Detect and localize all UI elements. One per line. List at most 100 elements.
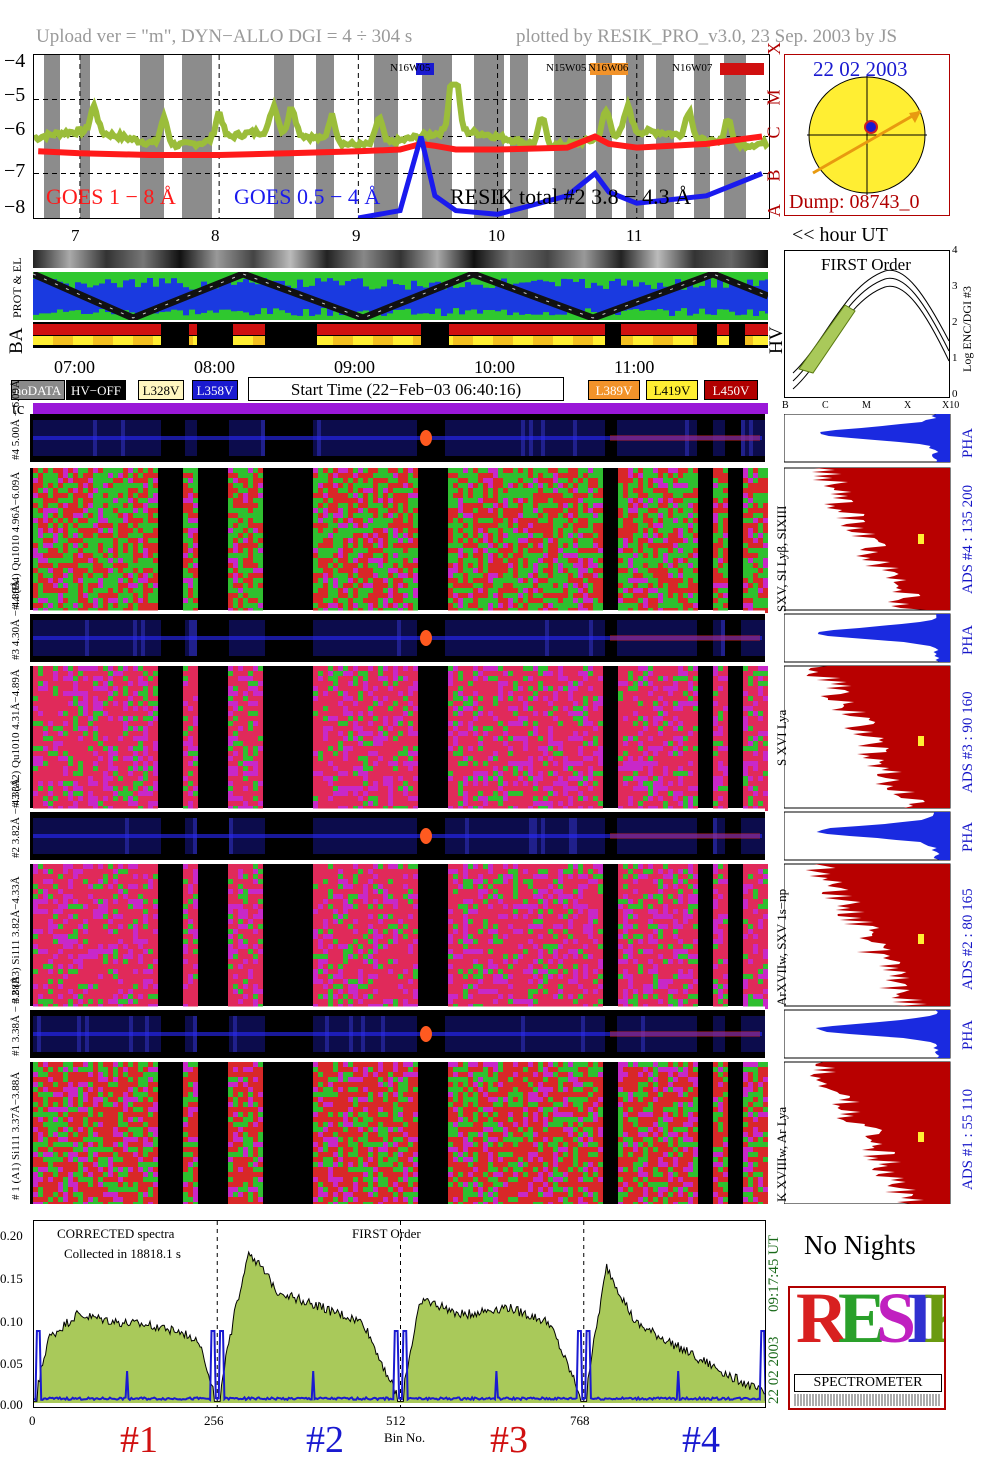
spec-cell: [143, 791, 148, 796]
spec-cell: [233, 558, 238, 563]
spec-cell: [448, 553, 453, 558]
spec-cell: [108, 583, 113, 588]
spec-cell: [63, 756, 68, 761]
spec-cell: [58, 746, 63, 751]
goes-ytick: −7: [4, 160, 26, 182]
prot-cell: [585, 272, 591, 289]
spec-cell: [88, 726, 93, 731]
spec-cell: [668, 503, 673, 508]
spec-cell: [508, 583, 513, 588]
spec-cell: [128, 548, 133, 553]
spec-cell: [93, 548, 98, 553]
spec-cell: [103, 478, 108, 483]
spec-cell: [143, 523, 148, 528]
spec-cell: [93, 696, 98, 701]
spec-cell: [43, 493, 48, 498]
spec-cell: [53, 761, 58, 766]
spec-cell: [528, 498, 533, 503]
spec-cell: [403, 503, 408, 508]
spec-cell: [673, 518, 678, 523]
spec-cell: [128, 681, 133, 686]
spec-cell: [83, 766, 88, 771]
spec-cell: [488, 553, 493, 558]
spec-cell: [123, 563, 128, 568]
spec-cell: [408, 548, 413, 553]
spec-cell: [638, 468, 643, 473]
spec-cell: [563, 498, 568, 503]
spec-cell: [453, 478, 458, 483]
spec-cell: [328, 538, 333, 543]
prot-cell: [405, 272, 411, 290]
spec-cell: [83, 493, 88, 498]
spec-cell: [153, 583, 158, 588]
spec-cell: [58, 681, 63, 686]
spec-cell: [63, 711, 68, 716]
spec-cell: [188, 696, 193, 701]
spec-cell: [63, 563, 68, 568]
spec-cell: [33, 771, 38, 776]
spec-cell: [138, 578, 143, 583]
spec-cell: [118, 468, 123, 473]
spec-cell: [333, 508, 338, 513]
spec-cell: [138, 568, 143, 573]
prot-cell: [171, 309, 177, 320]
spec-cell: [413, 568, 418, 573]
ba-cell: [349, 324, 353, 335]
spec-cell: [243, 498, 248, 503]
spec-cell: [448, 568, 453, 573]
spec-cell: [583, 468, 588, 473]
spec-cell: [543, 473, 548, 478]
spec-cell: [593, 493, 598, 498]
spec-cell: [113, 711, 118, 716]
spec-cell: [368, 483, 373, 488]
spec-cell: [583, 583, 588, 588]
spec-cell: [343, 508, 348, 513]
spec-cell: [118, 583, 123, 588]
prot-cell: [471, 272, 477, 285]
spec-cell: [143, 686, 148, 691]
spec-cell: [138, 558, 143, 563]
spec-cell: [468, 528, 473, 533]
spec-cell: [228, 558, 233, 563]
spec-cell: [133, 488, 138, 493]
spec-cell: [648, 483, 653, 488]
spec-cell: [688, 588, 693, 593]
spec-cell: [448, 503, 453, 508]
spec-cell: [713, 598, 718, 603]
prot-cell: [645, 309, 651, 320]
hv-cell: [193, 336, 197, 345]
spec-cell: [388, 528, 393, 533]
spec-cell: [63, 558, 68, 563]
spec-cell: [138, 598, 143, 603]
spec-cell: [43, 578, 48, 583]
spec-cell: [83, 781, 88, 786]
spec-cell: [598, 553, 603, 558]
spec-cell: [73, 746, 78, 751]
spec-cell: [88, 696, 93, 701]
spec-cell: [123, 701, 128, 706]
spec-cell: [508, 568, 513, 573]
spec-cell: [183, 563, 188, 568]
prot-cell: [105, 272, 111, 280]
spec-cell: [658, 593, 663, 598]
spec-cell: [243, 593, 248, 598]
spec-cell: [248, 503, 253, 508]
spec-cell: [93, 671, 98, 676]
spec-cell: [568, 508, 573, 513]
spec-cell: [358, 573, 363, 578]
spec-cell: [73, 568, 78, 573]
goes-ytick: −4: [4, 50, 26, 72]
spec-cell: [398, 568, 403, 573]
spec-cell: [593, 548, 598, 553]
spec-cell: [88, 711, 93, 716]
spec-cell: [53, 776, 58, 781]
spec-cell: [143, 578, 148, 583]
spec-cell: [313, 548, 318, 553]
spec-cell: [533, 528, 538, 533]
prot-cell: [189, 272, 195, 290]
prot-cell: [195, 272, 201, 290]
spec-cell: [763, 533, 768, 538]
spec-cell: [63, 791, 68, 796]
spec-cell: [68, 716, 73, 721]
spec-cell: [668, 578, 673, 583]
